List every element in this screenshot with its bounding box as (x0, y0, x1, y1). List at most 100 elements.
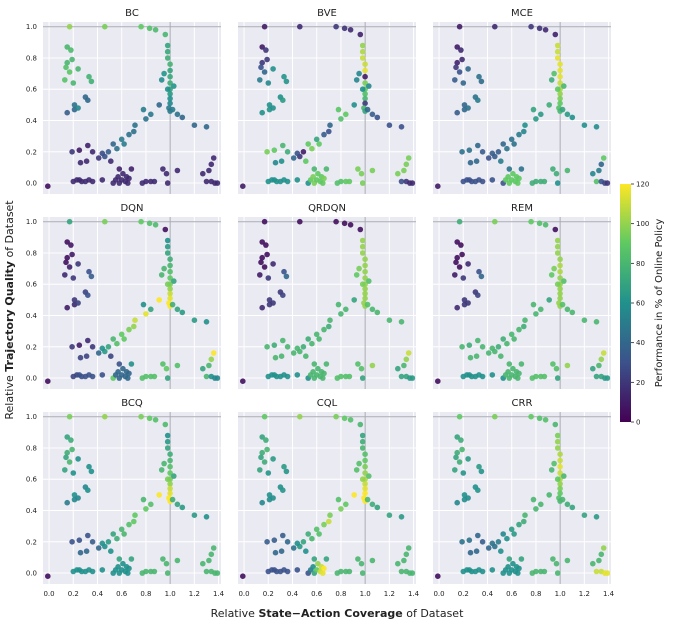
data-point (70, 275, 77, 281)
data-point (347, 417, 354, 423)
data-point (398, 568, 405, 575)
data-point (596, 362, 602, 369)
data-point (290, 545, 297, 551)
data-point (75, 300, 81, 306)
data-point (454, 434, 461, 440)
data-point (456, 459, 463, 465)
data-point (362, 91, 368, 97)
data-point (473, 548, 480, 554)
data-point (206, 167, 212, 174)
data-point (554, 476, 561, 483)
data-point (151, 373, 158, 380)
data-point (66, 264, 73, 270)
data-point (270, 300, 276, 306)
data-point (504, 145, 510, 152)
data-point (203, 514, 210, 520)
data-point (265, 470, 272, 476)
data-point (88, 78, 95, 85)
data-point (557, 268, 563, 275)
data-point (522, 512, 528, 518)
data-point (85, 532, 91, 539)
data-point (163, 170, 170, 177)
data-point (359, 570, 366, 576)
data-point (257, 77, 263, 83)
data-point (64, 304, 70, 311)
data-point (506, 166, 513, 172)
data-point (343, 306, 349, 313)
data-point (341, 25, 348, 32)
data-point (114, 145, 120, 152)
data-point (138, 413, 144, 420)
data-point (138, 23, 144, 30)
data-point (353, 77, 360, 83)
y-tick-label: 0.4 (26, 117, 38, 125)
data-point (290, 350, 297, 356)
data-point (125, 180, 131, 186)
colorbar-tick-label: 0 (636, 419, 640, 427)
data-point (164, 438, 171, 445)
data-point (156, 102, 162, 108)
data-point (264, 446, 270, 453)
data-point (557, 290, 563, 297)
data-point (259, 304, 266, 311)
data-point (167, 67, 173, 74)
data-point (265, 80, 272, 86)
data-point (516, 565, 522, 572)
data-point (458, 47, 464, 53)
data-point (64, 254, 70, 261)
data-point (121, 531, 127, 537)
data-point (516, 370, 522, 377)
data-point (272, 549, 279, 556)
data-point (265, 275, 272, 281)
data-point (508, 331, 515, 338)
data-point (553, 170, 560, 177)
data-point (77, 159, 84, 166)
data-point (454, 499, 461, 506)
x-tick-label: 1.2 (384, 590, 395, 598)
data-point (83, 548, 90, 554)
data-point (359, 445, 366, 451)
data-point (102, 413, 108, 420)
data-point (554, 243, 561, 250)
data-point (110, 336, 116, 342)
data-point (516, 175, 522, 182)
y-tick-label: 0.2 (26, 148, 37, 156)
data-point (132, 512, 138, 518)
data-point (454, 109, 461, 116)
data-point (191, 512, 198, 518)
panel-title: REM (511, 203, 533, 214)
data-point (315, 560, 321, 567)
data-point (164, 55, 171, 61)
data-point (200, 170, 206, 177)
data-point (128, 361, 135, 367)
data-point (454, 59, 461, 66)
data-point (191, 317, 198, 324)
data-point (105, 344, 112, 350)
data-point (369, 557, 376, 564)
data-point (338, 116, 344, 122)
x-tick-label: 0.8 (530, 590, 541, 598)
data-point (259, 434, 266, 440)
data-point (283, 273, 290, 280)
data-point (121, 336, 127, 342)
data-point (263, 437, 269, 443)
data-point (357, 31, 364, 38)
data-point (511, 141, 517, 147)
data-point (600, 155, 607, 161)
colorbar-tick-label: 120 (636, 181, 649, 189)
data-point (206, 557, 212, 564)
data-point (333, 218, 339, 225)
data-point (174, 111, 181, 118)
data-point (163, 365, 170, 372)
data-point (143, 178, 149, 185)
data-point (99, 177, 106, 183)
data-point (521, 323, 527, 330)
panel-grid: 0.00.20.40.60.81.0BC BVE MCE0.00.20.40.60.… (26, 8, 615, 598)
data-point (459, 539, 465, 545)
y-tick-label: 0.0 (26, 375, 37, 383)
data-point (280, 292, 286, 299)
data-point (99, 540, 106, 547)
data-point (530, 496, 537, 503)
data-point (146, 25, 153, 32)
data-point (479, 373, 486, 380)
